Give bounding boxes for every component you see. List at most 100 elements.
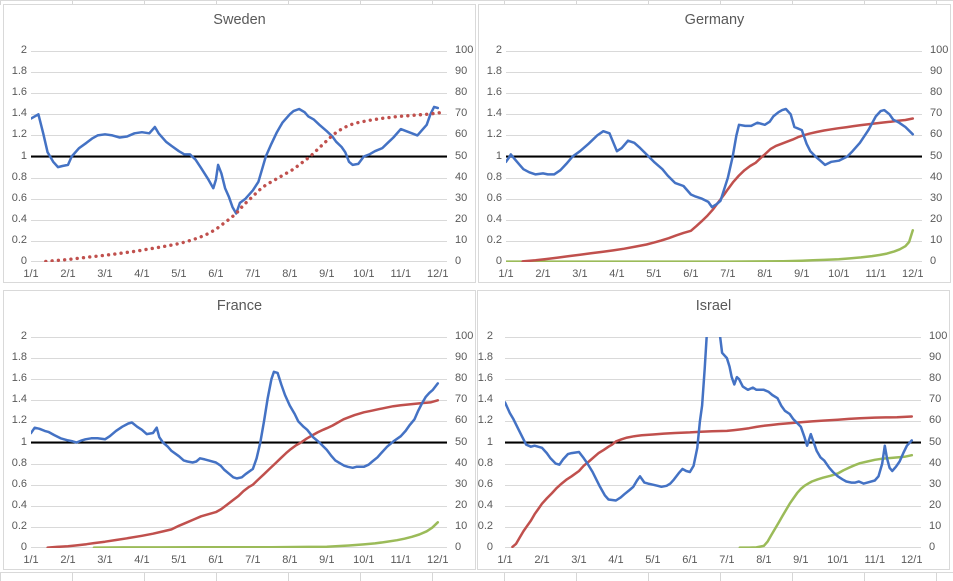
x-axis-tick-label: 1/1 (23, 268, 39, 280)
blue-left-axis-line (505, 337, 914, 502)
x-axis-tick-label: 12/1 (427, 554, 449, 566)
y-axis-left-tick-label: 1.4 (11, 393, 27, 406)
y-axis-right-tick-label: 30 (455, 191, 468, 204)
y-axis-right-tick-label: 60 (929, 414, 942, 427)
y-axis-left-tick-label: 0.4 (11, 498, 27, 511)
y-axis-right-tick-label: 40 (455, 456, 468, 469)
x-axis-tick-label: 12/1 (902, 268, 924, 280)
y-axis-right-tick-label: 20 (929, 498, 942, 511)
y-axis-right-tick-label: 70 (930, 107, 943, 120)
chart-panel-germany[interactable]: Germany 2 1.8 1.6 1.4 1.2 1 0.8 0.6 0.4 0.2 0 100 90… (478, 4, 951, 283)
x-axis-tick-label: 10/1 (353, 554, 375, 566)
x-axis-tick-label: 9/1 (794, 268, 810, 280)
y-axis-left-tick-label: 1.2 (477, 414, 493, 427)
x-axis-tick-label: 2/1 (535, 268, 551, 280)
y-axis-left-tick-label: 1 (486, 435, 493, 448)
x-axis-tick-label: 7/1 (245, 268, 261, 280)
y-axis-right-tick-label: 20 (930, 212, 943, 225)
y-axis-left-tick-label: 0.4 (11, 212, 27, 225)
x-axis-tick-label: 3/1 (97, 268, 113, 280)
y-axis-left-tick-label: 0.6 (11, 477, 27, 490)
y-axis-left-tick-label: 2 (495, 44, 502, 56)
plot-area (31, 337, 447, 548)
green-right-axis-line (92, 521, 440, 548)
y-axis-left-tick-label: 0.6 (477, 477, 493, 490)
y-axis-right-tick-label: 30 (455, 477, 468, 490)
x-axis-tick-label: 10/1 (828, 268, 850, 280)
y-axis-left-tick-label: 0.4 (486, 212, 502, 225)
chart-title: Germany (684, 12, 745, 28)
x-axis-tick-label: 7/1 (245, 554, 261, 566)
y-axis-right-tick-label: 90 (929, 351, 942, 364)
x-axis-tick-label: 6/1 (683, 268, 699, 280)
x-axis-tick-label: 6/1 (682, 554, 698, 566)
y-axis-left-tick-label: 0.2 (11, 519, 27, 532)
y-axis-left-tick-label: 1.8 (486, 65, 502, 78)
x-axis-tick-label: 9/1 (319, 268, 335, 280)
red-right-axis-line (46, 399, 440, 548)
y-axis-right-tick-label: 100 (930, 44, 949, 56)
y-axis-right-tick-label: 30 (930, 191, 943, 204)
y-axis-left-tick-label: 1.6 (11, 86, 27, 99)
y-axis-right-tick-label: 10 (929, 519, 942, 532)
y-axis-right-tick-label: 90 (455, 351, 468, 364)
y-axis-right-tick-label: 70 (929, 393, 942, 406)
red-right-axis-line (511, 415, 914, 548)
x-axis-tick-label: 3/1 (571, 554, 587, 566)
y-axis-right-tick-label: 30 (929, 477, 942, 490)
y-axis-left-tick-label: 0 (20, 541, 27, 553)
green-right-axis-line (738, 453, 914, 548)
chart-panel-israel[interactable]: Israel 2 1.8 1.6 1.4 1.2 1 0.8 0.6 0.4 0.2 0 100 90 8… (477, 290, 950, 570)
y-axis-left-tick-label: 1.4 (486, 107, 502, 120)
y-axis-left-tick-label: 1.2 (11, 128, 27, 141)
x-axis-tick-label: 4/1 (609, 268, 625, 280)
y-axis-left-tick-label: 0.4 (477, 498, 493, 511)
plot-area (31, 51, 447, 262)
x-axis-tick-label: 5/1 (645, 554, 661, 566)
y-axis-right-tick-label: 60 (930, 128, 943, 141)
y-axis-right-tick-label: 10 (455, 519, 468, 532)
y-axis-left-tick-label: 1 (495, 149, 502, 162)
x-axis-tick-label: 1/1 (498, 268, 514, 280)
y-axis-left-tick-label: 0 (20, 255, 27, 267)
y-axis-left-tick-label: 0.8 (486, 170, 502, 183)
x-axis-tick-label: 4/1 (608, 554, 624, 566)
y-axis-left-tick-label: 0.8 (11, 170, 27, 183)
x-axis-tick-label: 8/1 (282, 268, 298, 280)
x-axis-tick-label: 9/1 (319, 554, 335, 566)
y-axis-left-tick-label: 0.8 (11, 456, 27, 469)
chart-panel-france[interactable]: France 2 1.8 1.6 1.4 1.2 1 0.8 0.6 0.4 0.2 0 100 90 8… (3, 290, 476, 570)
x-axis-tick-label: 8/1 (756, 554, 772, 566)
x-axis-tick-label: 12/1 (901, 554, 923, 566)
y-axis-right-tick-label: 80 (930, 86, 943, 99)
y-axis-right-tick-label: 40 (455, 170, 468, 183)
y-axis-right-tick-label: 0 (929, 541, 936, 553)
y-axis-left-tick-label: 0.2 (477, 519, 493, 532)
x-axis-tick-label: 4/1 (134, 554, 150, 566)
chart-panel-sweden[interactable]: Sweden 2 1.8 1.6 1.4 1.2 1 0.8 0.6 0.4 0.2 0 100 90 8… (3, 4, 476, 283)
y-axis-right-tick-label: 50 (929, 435, 942, 448)
y-axis-left-tick-label: 2 (486, 330, 493, 342)
y-axis-right-tick-label: 60 (455, 128, 468, 141)
y-axis-right-tick-label: 100 (455, 330, 474, 342)
chart-title: Israel (695, 298, 732, 314)
plot-area (506, 51, 922, 262)
y-axis-right-tick-label: 0 (455, 255, 462, 267)
plot-area (505, 337, 921, 548)
red-right-axis-dotted-line (44, 110, 445, 262)
y-axis-right-tick-label: 40 (929, 456, 942, 469)
y-axis-left-tick-label: 0.6 (11, 191, 27, 204)
y-axis-left-tick-label: 1.6 (477, 372, 493, 385)
x-axis-tick-label: 5/1 (171, 268, 187, 280)
y-axis-right-tick-label: 20 (455, 212, 468, 225)
x-axis-tick-label: 2/1 (534, 554, 550, 566)
y-axis-right-tick-label: 20 (455, 498, 468, 511)
x-axis-tick-label: 6/1 (208, 268, 224, 280)
y-axis-right-tick-label: 90 (930, 65, 943, 78)
x-axis-tick-label: 2/1 (60, 268, 76, 280)
y-axis-left-tick-label: 1 (20, 149, 27, 162)
y-axis-right-tick-label: 70 (455, 393, 468, 406)
y-axis-left-tick-label: 0.2 (486, 233, 502, 246)
y-axis-left-tick-label: 0.2 (11, 233, 27, 246)
